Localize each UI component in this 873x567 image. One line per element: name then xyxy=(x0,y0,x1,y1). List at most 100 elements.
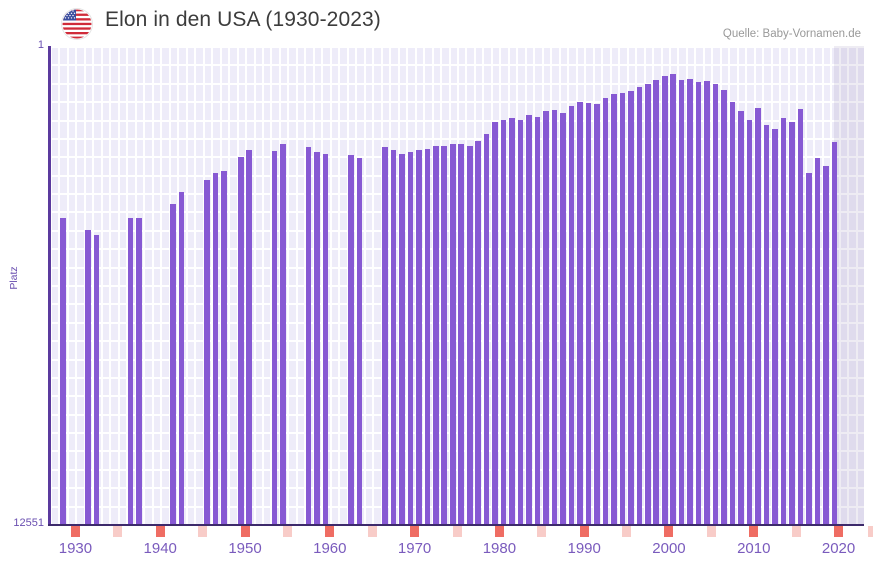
bar[interactable] xyxy=(271,151,278,524)
bar[interactable] xyxy=(543,110,549,524)
bar[interactable] xyxy=(246,150,253,524)
bar[interactable] xyxy=(475,140,481,524)
bar[interactable] xyxy=(814,158,821,524)
bar-series xyxy=(50,46,864,524)
bar[interactable] xyxy=(704,81,710,524)
bar[interactable] xyxy=(382,147,388,524)
bar[interactable] xyxy=(59,218,66,524)
bar[interactable] xyxy=(772,128,778,524)
bar[interactable] xyxy=(492,122,498,524)
bar[interactable] xyxy=(619,93,626,524)
bar[interactable] xyxy=(500,119,507,524)
bar[interactable] xyxy=(594,103,600,524)
bar[interactable] xyxy=(280,144,286,524)
bar[interactable] xyxy=(602,97,609,524)
us-flag-icon xyxy=(62,9,92,39)
gridline-horizontal xyxy=(50,285,864,287)
gridline-horizontal xyxy=(50,450,864,453)
tick-mark-major xyxy=(749,526,759,537)
bar[interactable] xyxy=(755,108,761,524)
bar[interactable] xyxy=(780,118,787,524)
bar[interactable] xyxy=(763,125,770,524)
bar[interactable] xyxy=(585,102,592,524)
bar[interactable] xyxy=(721,89,727,524)
bar[interactable] xyxy=(670,73,676,524)
x-axis-tick-labels: 1930 1940 1950 1960 1970 1980 1990 2000 2010 2020 xyxy=(0,540,873,562)
x-axis-tick-label: 1950 xyxy=(228,540,262,557)
gridline-horizontal xyxy=(50,82,864,85)
page-title: Elon in den USA (1930-2023) xyxy=(105,8,381,31)
tick-mark-major xyxy=(410,526,420,537)
bar[interactable] xyxy=(789,122,795,524)
bar[interactable] xyxy=(729,101,736,524)
gridline-horizontal xyxy=(50,46,864,48)
bar[interactable] xyxy=(178,191,185,524)
gridline-horizontal xyxy=(50,64,864,67)
bar[interactable] xyxy=(449,144,456,524)
bar[interactable] xyxy=(806,172,812,524)
bar[interactable] xyxy=(204,179,210,524)
tick-mark-major xyxy=(70,526,80,537)
bar[interactable] xyxy=(390,150,397,524)
bar[interactable] xyxy=(644,84,651,524)
bar[interactable] xyxy=(661,76,668,524)
bar[interactable] xyxy=(687,78,693,524)
gridline-horizontal xyxy=(50,266,864,269)
x-axis-line xyxy=(48,524,864,526)
x-axis-tick-label: 1940 xyxy=(143,540,177,557)
bar[interactable] xyxy=(678,79,685,524)
tick-mark-major xyxy=(664,526,674,537)
bar[interactable] xyxy=(433,146,439,524)
bar[interactable] xyxy=(560,112,566,524)
bar[interactable] xyxy=(797,109,804,524)
plot-area xyxy=(50,46,864,524)
bar[interactable] xyxy=(136,218,142,524)
bar[interactable] xyxy=(237,156,244,524)
bar[interactable] xyxy=(424,148,431,524)
bar[interactable] xyxy=(653,79,660,524)
bar[interactable] xyxy=(577,101,583,524)
bar[interactable] xyxy=(568,105,575,524)
bar[interactable] xyxy=(823,166,829,524)
bar[interactable] xyxy=(517,120,524,524)
bar[interactable] xyxy=(441,145,448,524)
bar[interactable] xyxy=(611,94,617,524)
gridline-horizontal xyxy=(50,395,864,398)
x-axis-tick-label: 1970 xyxy=(397,540,432,557)
source-note: Quelle: Baby-Vornamen.de xyxy=(722,28,861,40)
bar[interactable] xyxy=(85,230,91,524)
bar[interactable] xyxy=(322,153,329,524)
bar[interactable] xyxy=(407,152,414,524)
bar[interactable] xyxy=(712,84,719,524)
bar[interactable] xyxy=(551,110,558,524)
gridline-horizontal xyxy=(50,432,864,435)
bar[interactable] xyxy=(636,87,643,524)
bar[interactable] xyxy=(628,91,634,524)
bar[interactable] xyxy=(458,143,465,524)
bar[interactable] xyxy=(534,117,541,524)
bar[interactable] xyxy=(399,154,405,524)
bar[interactable] xyxy=(93,234,100,524)
tick-mark-major xyxy=(155,526,165,537)
bar[interactable] xyxy=(466,146,473,524)
bar[interactable] xyxy=(314,152,320,524)
bar[interactable] xyxy=(305,147,312,524)
bar[interactable] xyxy=(509,118,515,524)
bar[interactable] xyxy=(221,171,227,524)
x-axis-tick-label: 1980 xyxy=(482,540,517,557)
bar[interactable] xyxy=(127,218,134,524)
bar[interactable] xyxy=(695,82,702,524)
bar[interactable] xyxy=(348,154,354,524)
bar[interactable] xyxy=(831,141,838,524)
bar[interactable] xyxy=(356,157,363,524)
bar[interactable] xyxy=(170,203,176,524)
bar[interactable] xyxy=(526,115,532,524)
x-axis-tick-label: 1930 xyxy=(58,540,93,557)
bar[interactable] xyxy=(483,134,490,524)
bar[interactable] xyxy=(746,119,753,524)
bar[interactable] xyxy=(738,110,744,524)
bar[interactable] xyxy=(212,172,219,524)
bar[interactable] xyxy=(416,149,422,524)
gridline-horizontal xyxy=(50,321,864,324)
